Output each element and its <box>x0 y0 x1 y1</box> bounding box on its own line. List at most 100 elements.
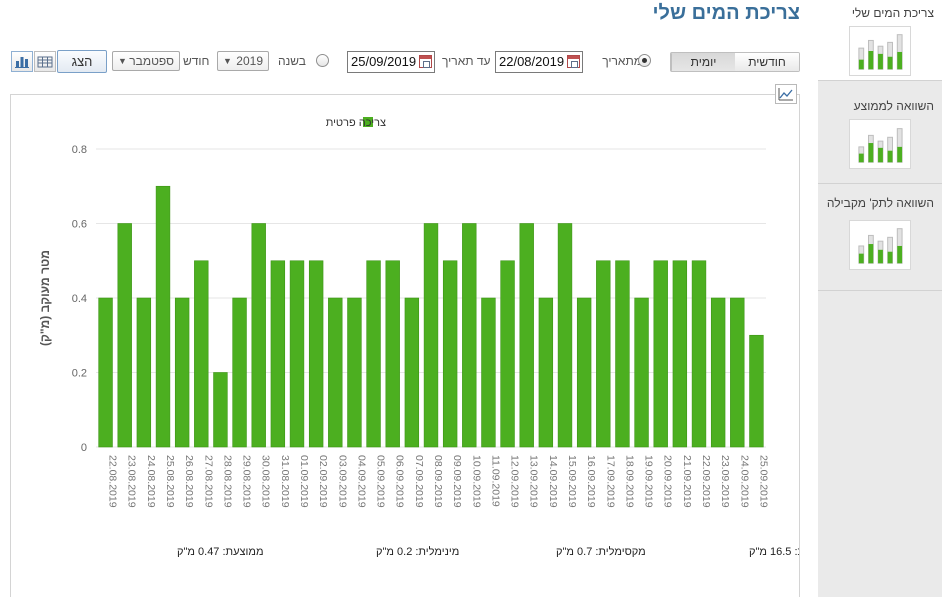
bar[interactable] <box>519 223 534 448</box>
month-label: חודש <box>183 54 210 68</box>
bar[interactable] <box>194 260 209 448</box>
x-tick-label: 11.09.2019 <box>489 455 501 507</box>
x-tick-label: 19.09.2019 <box>643 455 655 508</box>
x-tick-label: 08.09.2019 <box>432 455 444 508</box>
bar[interactable] <box>174 297 190 448</box>
x-tick-label: 07.09.2019 <box>413 455 425 508</box>
bar[interactable] <box>136 297 152 448</box>
main-area: צריכת המים שלי יומית חודשית מתאריך 22/08… <box>10 2 800 597</box>
x-tick-label: 05.09.2019 <box>375 455 387 508</box>
bar[interactable] <box>423 223 439 448</box>
table-view-button[interactable] <box>34 51 56 72</box>
chart-view-button[interactable] <box>11 51 33 72</box>
bar[interactable] <box>251 223 266 448</box>
bar[interactable] <box>615 260 630 448</box>
bar[interactable] <box>98 297 113 448</box>
bar[interactable] <box>155 185 171 448</box>
x-tick-label: 23.09.2019 <box>719 455 731 508</box>
bar[interactable] <box>538 297 554 448</box>
x-tick-label: 06.09.2019 <box>394 455 406 508</box>
y-axis-label: מטר מעוקב (מ"ק) <box>38 250 52 346</box>
x-tick-label: 16.09.2019 <box>585 455 597 508</box>
summary-total: סה"כ: 16.5 מ"ק <box>749 546 799 558</box>
sidebar-divider <box>818 290 942 291</box>
bar[interactable] <box>691 260 707 448</box>
bar[interactable] <box>289 260 305 448</box>
bar[interactable] <box>213 372 228 448</box>
month-select[interactable]: ▼ ספטמבר <box>112 51 180 71</box>
x-tick-label: 03.09.2019 <box>336 455 348 508</box>
bar[interactable] <box>557 223 573 448</box>
x-tick-label: 24.08.2019 <box>145 455 157 508</box>
from-date-field[interactable]: 22/08/2019 <box>495 51 583 73</box>
table-icon <box>37 56 53 68</box>
x-tick-label: 25.09.2019 <box>757 455 769 508</box>
x-tick-label: 21.09.2019 <box>681 455 693 508</box>
bar[interactable] <box>462 223 477 448</box>
x-tick-label: 25.08.2019 <box>164 455 176 508</box>
bar[interactable] <box>749 334 764 448</box>
x-tick-label: 20.09.2019 <box>662 455 674 508</box>
y-tick-label: 0.6 <box>72 219 87 231</box>
bar-chart-thumbnail-icon <box>849 119 911 169</box>
bar[interactable] <box>634 297 649 448</box>
bar[interactable] <box>347 297 362 448</box>
bar[interactable] <box>653 260 668 448</box>
bar[interactable] <box>328 297 343 448</box>
x-tick-label: 12.09.2019 <box>509 455 521 508</box>
date-range-radio[interactable] <box>638 54 651 67</box>
bar[interactable] <box>117 223 132 448</box>
x-tick-label: 17.09.2019 <box>604 455 616 508</box>
sidebar-divider <box>818 80 942 81</box>
bar[interactable] <box>481 297 496 448</box>
bar[interactable] <box>308 260 324 448</box>
sidebar-item-compare-parallel-period[interactable]: השוואה לתק' מקבילה <box>818 190 942 290</box>
x-tick-label: 22.09.2019 <box>700 455 712 508</box>
x-tick-label: 31.08.2019 <box>279 455 291 508</box>
bar-chart-thumbnail-icon <box>849 26 911 76</box>
toolbar: יומית חודשית מתאריך 22/08/2019 עד תאריך … <box>10 50 800 74</box>
year-select[interactable]: ▼ 2019 <box>217 51 269 71</box>
x-tick-label: 30.08.2019 <box>260 455 272 508</box>
summary-max: מקסימלית: 0.7 מ"ק <box>556 545 646 558</box>
calendar-icon[interactable] <box>419 55 432 68</box>
bar[interactable] <box>385 260 400 448</box>
daily-button[interactable]: יומית <box>671 53 735 71</box>
y-tick-label: 0.8 <box>72 144 87 156</box>
bar[interactable] <box>672 260 688 448</box>
monthly-button[interactable]: חודשית <box>735 53 799 71</box>
bar-chart-thumbnail-icon <box>849 220 911 270</box>
chevron-down-icon: ▼ <box>118 56 127 66</box>
x-tick-label: 02.09.2019 <box>317 455 329 508</box>
bar[interactable] <box>710 297 726 448</box>
legend-swatch <box>363 117 373 127</box>
calendar-icon[interactable] <box>567 55 580 68</box>
sidebar-item-compare-average[interactable]: השוואה לממוצע <box>818 93 942 183</box>
page-title: צריכת המים שלי <box>652 2 800 24</box>
bar[interactable] <box>500 260 515 448</box>
bar[interactable] <box>730 297 745 448</box>
x-tick-label: 27.08.2019 <box>202 455 214 508</box>
to-date-label: עד תאריך <box>442 54 491 68</box>
y-tick-label: 0.4 <box>72 293 87 305</box>
bar[interactable] <box>270 260 286 448</box>
x-tick-label: 04.09.2019 <box>355 455 367 508</box>
bar[interactable] <box>232 297 247 448</box>
x-tick-label: 28.08.2019 <box>221 455 233 508</box>
bar[interactable] <box>596 260 611 448</box>
year-radio[interactable] <box>316 54 329 67</box>
bar[interactable] <box>404 297 420 448</box>
sidebar-item-my-consumption[interactable]: צריכת המים שלי <box>818 0 942 80</box>
x-tick-label: 26.08.2019 <box>183 455 195 508</box>
show-button[interactable]: הצג <box>57 50 107 73</box>
bar[interactable] <box>366 260 381 448</box>
chevron-down-icon: ▼ <box>223 56 232 66</box>
x-tick-label: 18.09.2019 <box>623 455 635 508</box>
trend-button[interactable] <box>775 84 797 104</box>
bar[interactable] <box>576 297 592 448</box>
year-label: בשנה <box>278 54 306 68</box>
x-tick-label: 22.08.2019 <box>107 455 119 508</box>
to-date-field[interactable]: 25/09/2019 <box>347 51 435 73</box>
bar[interactable] <box>442 260 458 448</box>
